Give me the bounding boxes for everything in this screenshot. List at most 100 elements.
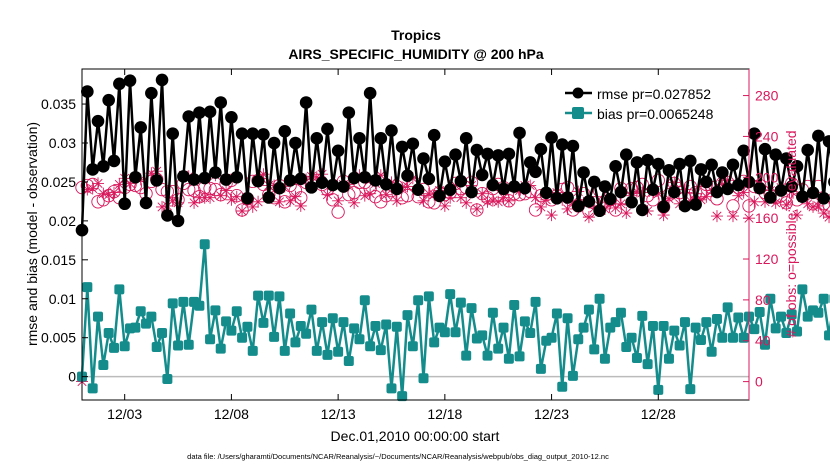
obs-evaluated-point: [636, 186, 649, 199]
rmse-point: [294, 172, 308, 186]
obs-evaluated-point: [321, 188, 334, 201]
rmse-point: [465, 185, 478, 199]
bias-point: [295, 321, 306, 332]
bias-point: [674, 340, 685, 351]
obs-evaluated-point: [230, 190, 243, 203]
obs-evaluated-point: [236, 205, 249, 217]
bias-point: [610, 317, 621, 328]
obs-possible-point: [528, 203, 543, 217]
obs-evaluated-point: [273, 195, 286, 208]
rmse-point: [545, 131, 558, 144]
obs-evaluated-point: [492, 195, 505, 208]
bias-point: [183, 339, 194, 350]
x-tick-label: 12/18: [427, 406, 462, 422]
rmse-point: [657, 200, 670, 214]
bias-point: [242, 321, 253, 332]
y2-tick-label: 0: [755, 374, 763, 390]
obs-evaluated-point: [364, 187, 377, 200]
rmse-point: [299, 96, 313, 109]
bias-point: [695, 335, 706, 346]
rmse-point: [166, 127, 180, 140]
bias-point: [429, 337, 440, 348]
obs-evaluated-point: [497, 191, 510, 204]
obs-evaluated-point: [609, 201, 622, 214]
rmse-point: [716, 166, 729, 179]
rmse-point: [550, 191, 564, 205]
rmse-point: [177, 170, 190, 183]
obs-evaluated-point: [124, 177, 137, 190]
bias-point: [557, 381, 568, 392]
bias-point: [786, 309, 797, 320]
bias-point: [322, 349, 333, 360]
bias-point: [669, 325, 680, 336]
bias-point: [205, 334, 216, 345]
rmse-point: [481, 147, 494, 161]
obs-evaluated-point: [566, 195, 579, 208]
rmse-point: [539, 186, 553, 200]
rmse-point: [486, 178, 500, 192]
y2-tick-label: 240: [755, 128, 779, 144]
rmse-point: [113, 77, 126, 91]
obs-evaluated-point: [454, 191, 467, 204]
bias-point: [381, 319, 392, 330]
obs-evaluated-point: [225, 193, 238, 206]
obs-evaluated-point: [348, 196, 361, 209]
bias-point: [573, 334, 584, 345]
y2-tick-label: 160: [755, 210, 779, 226]
bias-point: [397, 391, 408, 402]
bias-point: [375, 345, 386, 356]
rmse-point: [513, 126, 526, 140]
rmse-point: [619, 148, 633, 161]
rmse-point: [198, 171, 212, 185]
bias-point: [173, 340, 184, 351]
obs-possible-point: [368, 190, 383, 204]
bias-point: [525, 328, 536, 339]
bias-point: [418, 373, 429, 384]
x-tick-label: 12/03: [107, 406, 142, 422]
rmse-point: [358, 170, 372, 184]
bias-point: [685, 384, 696, 395]
bias-point: [594, 293, 605, 304]
bias-point: [269, 331, 280, 342]
obs-evaluated-point: [438, 199, 451, 212]
rmse-point: [630, 156, 644, 169]
rmse-point: [534, 142, 548, 156]
obs-evaluated-point: [246, 200, 259, 213]
bias-point: [247, 345, 258, 356]
rmse-point: [646, 183, 660, 197]
obs-possible-point: [91, 195, 105, 209]
rmse-point: [81, 85, 94, 98]
rmse-point: [651, 157, 665, 171]
rmse-point: [662, 163, 676, 177]
rmse-point: [86, 163, 99, 176]
bias-point: [824, 330, 830, 341]
bias-point: [509, 299, 520, 310]
axis-ticks-layer: 0 0.005 0.01 0.015 0.02 0.025 0.03 0.035 0 40 80 12…: [41, 69, 779, 422]
obs-evaluated-point: [737, 186, 750, 199]
obs-evaluated-point: [721, 174, 734, 187]
rmse-point: [219, 173, 233, 186]
bias-point: [333, 346, 344, 357]
obs-evaluated-point: [449, 179, 462, 192]
rmse-point: [694, 163, 708, 176]
x-tick-label: 12/08: [214, 406, 249, 422]
bias-point: [450, 327, 461, 338]
obs-evaluated-point: [470, 202, 483, 215]
bias-point: [631, 352, 642, 363]
obs-evaluated-point: [657, 209, 670, 222]
rmse-point: [417, 152, 430, 165]
obs-evaluated-point: [726, 210, 739, 223]
obs-evaluated-point: [92, 177, 105, 190]
obs-evaluated-point: [204, 191, 217, 204]
rmse-point: [326, 178, 340, 192]
rmse-point: [705, 158, 718, 172]
bias-point: [701, 317, 712, 328]
obs-evaluated-point: [759, 195, 772, 208]
bias-point: [221, 316, 232, 327]
obs-evaluated-point: [689, 187, 702, 200]
rmse-point: [614, 185, 628, 199]
obs-evaluated-point: [662, 192, 675, 205]
rmse-point: [283, 174, 297, 187]
obs-evaluated-point: [166, 194, 179, 207]
bias-point: [818, 293, 829, 304]
